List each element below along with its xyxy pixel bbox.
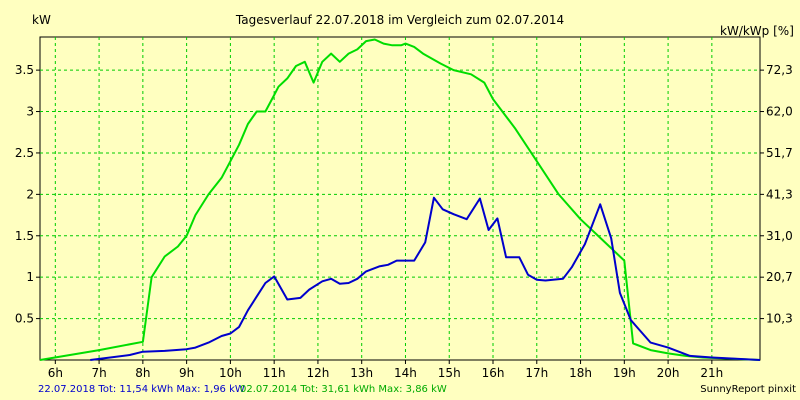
plot-area — [39, 36, 761, 361]
x-tick-label: 7h — [91, 366, 106, 380]
y-left-tick-label: 0.5 — [15, 312, 34, 326]
series-lines — [39, 38, 761, 361]
footer-credit: SunnyReport pinxit — [700, 384, 796, 395]
footer-series1: 22.07.2018 Tot: 11,54 kWh Max: 1,96 kW — [38, 384, 245, 395]
y-left-tick-label: 2.5 — [15, 146, 34, 160]
x-tick-label: 11h — [263, 366, 286, 380]
y-right-tick-label: 10,3 — [766, 312, 793, 326]
x-tick-label: 20h — [657, 366, 680, 380]
y-right-tick-label: 41,3 — [766, 187, 793, 201]
x-tick-label: 9h — [179, 366, 194, 380]
y-right-tick-label: 31,0 — [766, 229, 793, 243]
x-tick-label: 14h — [394, 366, 417, 380]
y-left-tick-label: 1.5 — [15, 229, 34, 243]
x-tick-label: 6h — [48, 366, 63, 380]
x-tick-label: 18h — [569, 366, 592, 380]
x-tick-label: 10h — [219, 366, 242, 380]
chart-title: Tagesverlauf 22.07.2018 im Vergleich zum… — [235, 13, 564, 27]
x-tick-label: 13h — [350, 366, 373, 380]
x-tick-label: 8h — [135, 366, 150, 380]
y-left-tick-label: 3.5 — [15, 63, 34, 77]
x-tick-label: 16h — [482, 366, 505, 380]
y-right-tick-label: 72,3 — [766, 63, 793, 77]
y-left-label: kW — [32, 13, 51, 27]
series-line-22.07.2018 — [90, 196, 761, 361]
y-right-axis-ticks: 10,3 20,7 31,0 41,3 51,7 62,0 72,3 — [760, 63, 793, 326]
x-axis-ticks: 6h 7h 8h 9h 10h 11h 12h 13h 14h 15h 16h 17h 18h 19h 20… — [48, 360, 723, 380]
x-tick-label: 19h — [613, 366, 636, 380]
y-left-axis-ticks: 0.5 1 1.5 2 2.5 3 3.5 — [15, 63, 40, 326]
footer-series2: 02.07.2014 Tot: 31,61 kWh Max: 3,86 kW — [240, 384, 447, 395]
y-right-label: kW/kWp [%] — [720, 24, 794, 38]
y-right-tick-label: 20,7 — [766, 270, 793, 284]
y-right-tick-label: 62,0 — [766, 105, 793, 119]
y-left-tick-label: 2 — [26, 187, 34, 201]
grid-lines — [40, 37, 760, 360]
x-tick-label: 12h — [306, 366, 329, 380]
y-right-tick-label: 51,7 — [766, 146, 793, 160]
y-left-tick-label: 1 — [26, 270, 34, 284]
x-tick-label: 15h — [438, 366, 461, 380]
y-left-tick-label: 3 — [26, 105, 34, 119]
x-tick-label: 21h — [700, 366, 723, 380]
x-tick-label: 17h — [525, 366, 548, 380]
